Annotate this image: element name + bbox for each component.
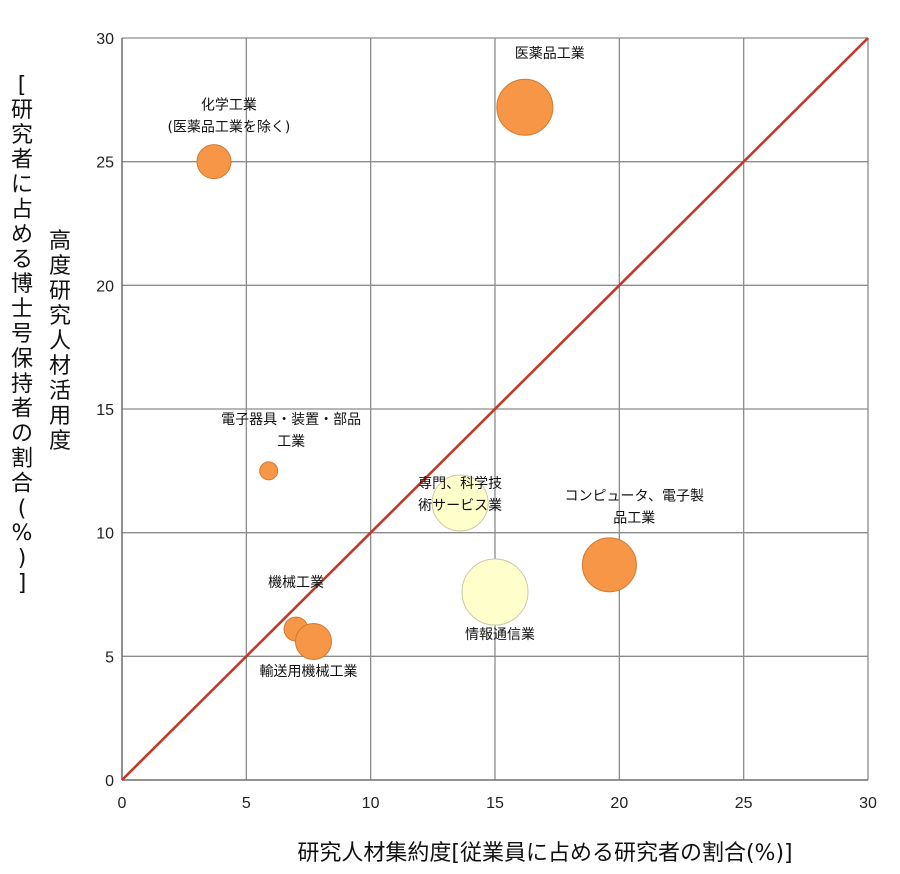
bubble-label: 輸送用機械工業	[260, 664, 358, 680]
bubble-0	[496, 78, 554, 136]
bubble-4	[581, 537, 637, 593]
axes	[121, 38, 868, 781]
x-tick-label: 30	[859, 795, 877, 812]
bubble-label: 電子器具・装置・部品工業	[221, 412, 361, 450]
bubble-2	[259, 461, 279, 481]
bubbles	[196, 78, 637, 660]
diagonal-reference-line	[121, 37, 869, 781]
bubble-5	[461, 558, 529, 626]
bubble-1	[196, 144, 232, 180]
bubble-label: 化学工業(医薬品工業を除く)	[167, 98, 290, 136]
bubble-label: 機械工業	[268, 575, 324, 591]
tick-labels: 0 5 10 15 20 25 30 0 5 10 15 20 25 30	[96, 31, 877, 812]
x-tick-label: 0	[118, 795, 127, 812]
x-axis-label: 研究人材集約度[従業員に占める研究者の割合(%)]	[297, 841, 792, 866]
y-tick-label: 10	[96, 526, 114, 543]
y-tick-label: 5	[105, 649, 114, 666]
x-tick-label: 10	[362, 795, 380, 812]
y-axis-labels: [研究者に占める博士号保持者の割合(%)] 高度研究人材活用度	[11, 73, 71, 596]
bubble-3	[431, 474, 489, 532]
y-tick-label: 15	[96, 402, 114, 419]
bubble-label: 医薬品工業	[515, 46, 585, 62]
bubble-7	[294, 622, 332, 660]
y-tick-label: 20	[96, 278, 114, 295]
bubble-label: コンピュータ、電子製品工業	[564, 489, 704, 527]
y-axis-label-inner: 高度研究人材活用度	[49, 229, 71, 454]
y-tick-label: 0	[105, 773, 114, 790]
y-axis-label-outer: [研究者に占める博士号保持者の割合(%)]	[11, 73, 33, 596]
x-tick-label: 15	[486, 795, 504, 812]
x-tick-label: 5	[242, 795, 251, 812]
reference-line	[121, 37, 869, 781]
bubble-label: 専門、科学技術サービス業	[418, 476, 502, 514]
bubble-label: 情報通信業	[465, 627, 535, 643]
x-tick-label: 25	[735, 795, 753, 812]
y-tick-label: 25	[96, 155, 114, 172]
y-tick-label: 30	[96, 31, 114, 48]
x-tick-label: 20	[610, 795, 628, 812]
